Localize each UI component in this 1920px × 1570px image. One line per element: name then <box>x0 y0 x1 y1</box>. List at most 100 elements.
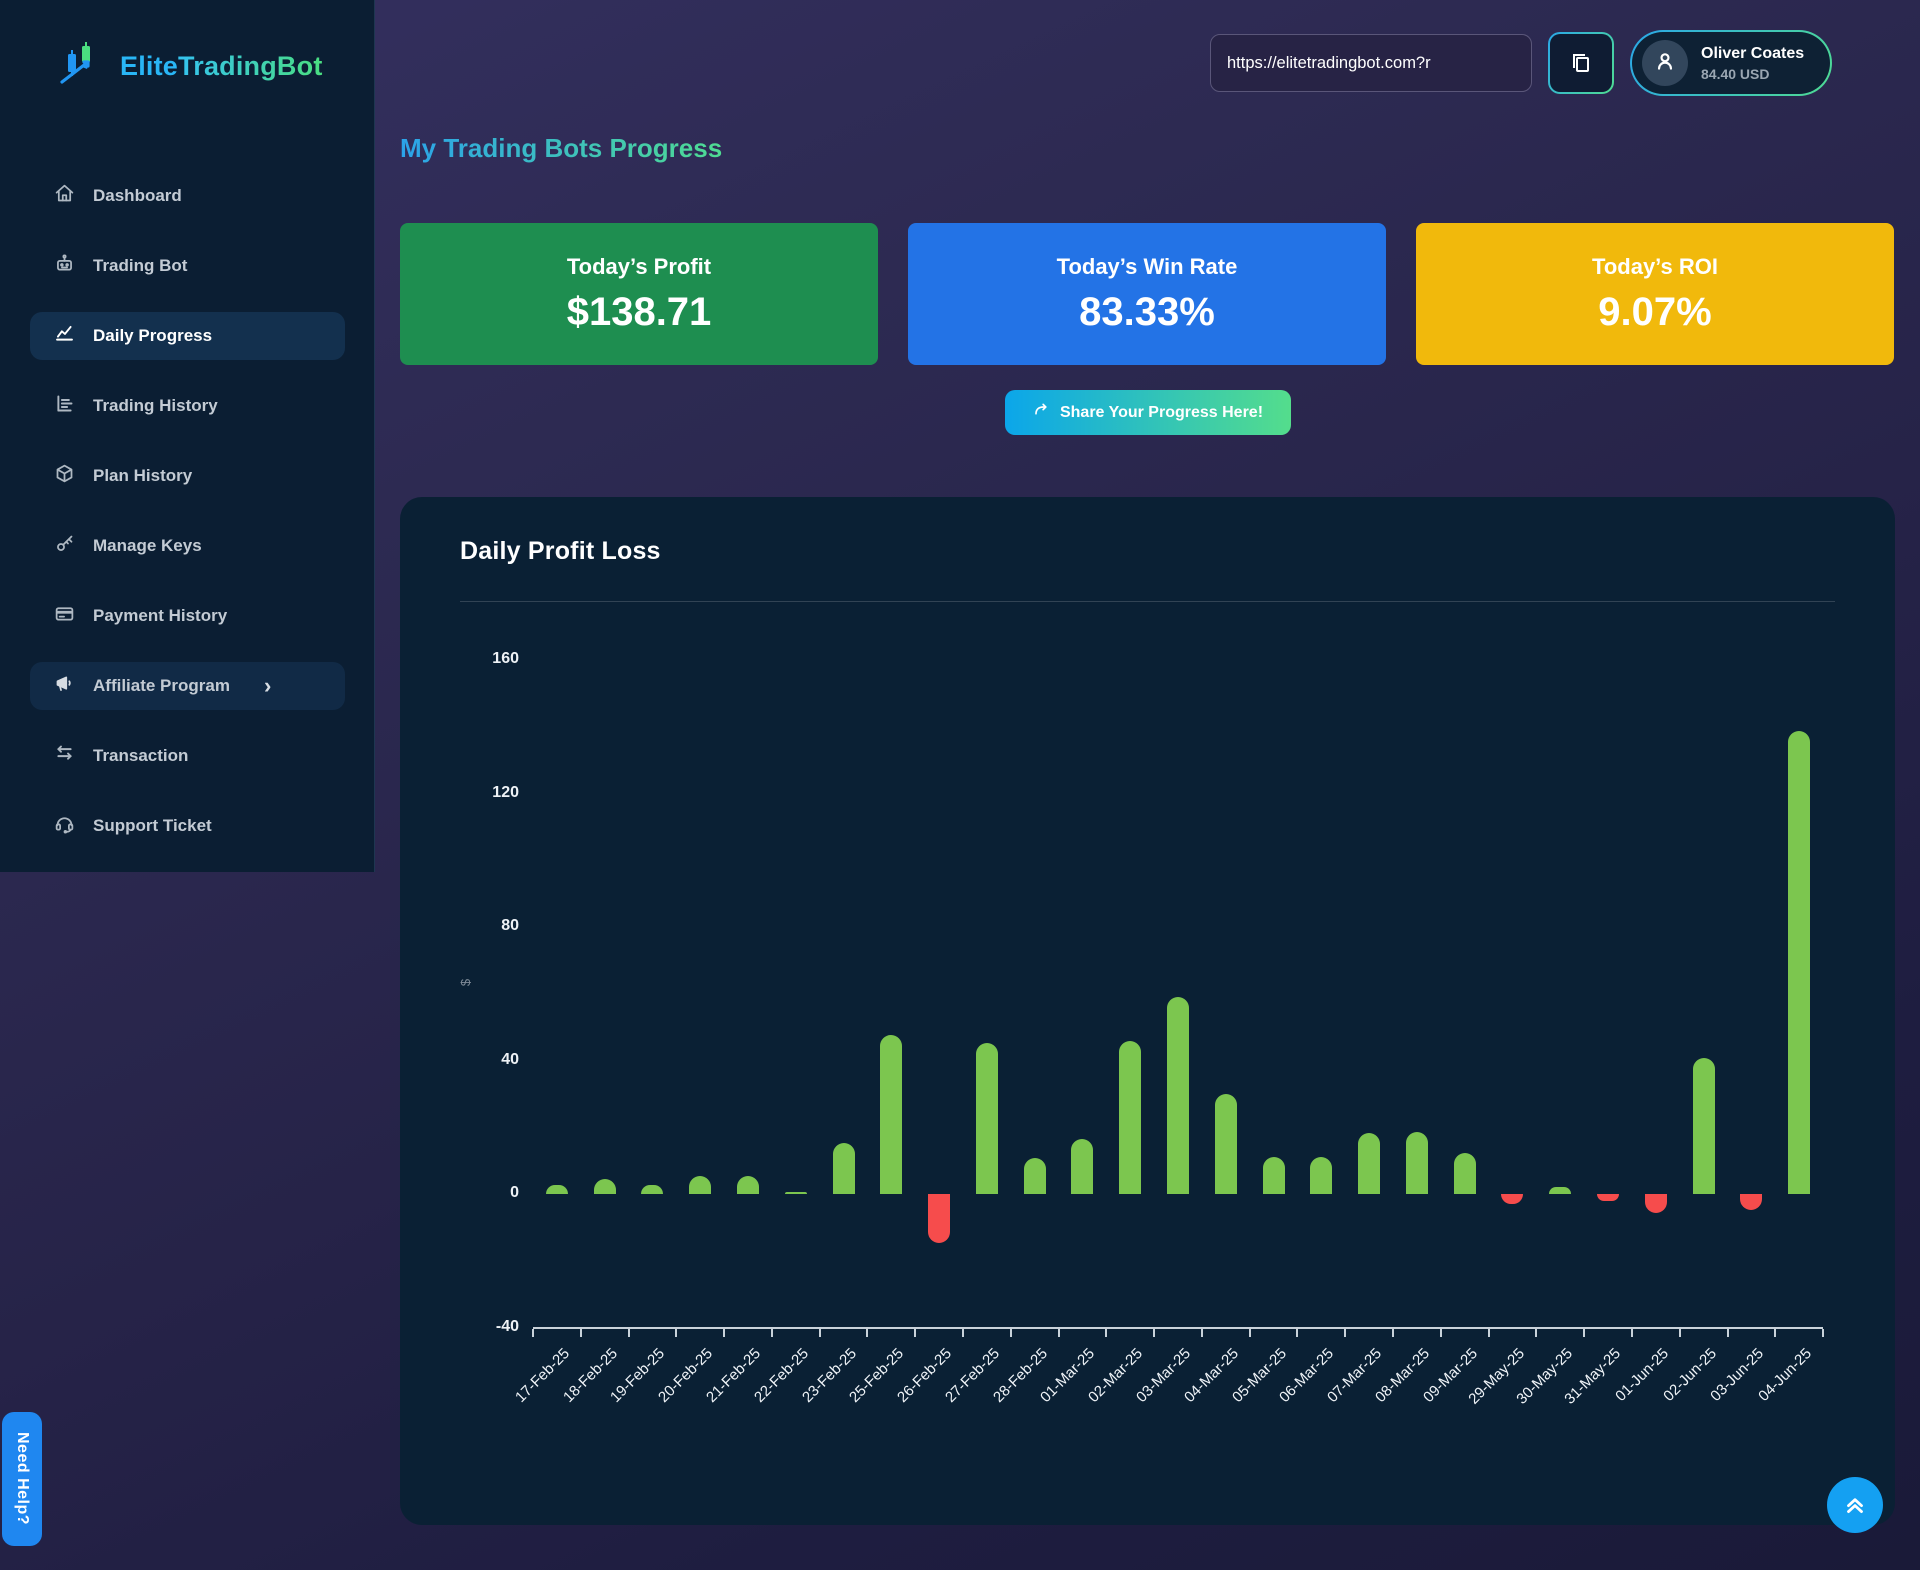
page-background: EliteTradingBot Dashboard Trading Bot Da… <box>0 0 1920 1570</box>
bar-08-Mar-25[interactable] <box>1406 1132 1428 1194</box>
need-help-button[interactable]: Need Help? <box>2 1412 42 1546</box>
bar-31-May-25[interactable] <box>1597 1194 1619 1201</box>
page-title: My Trading Bots Progress <box>400 133 722 164</box>
sidebar-item-dashboard[interactable]: Dashboard <box>30 172 345 220</box>
stat-card-todays-profit: Today’s Profit $138.71 <box>400 223 878 365</box>
megaphone-icon <box>54 673 75 699</box>
sidebar-item-label: Manage Keys <box>93 536 202 556</box>
stat-card-label: Today’s Profit <box>567 254 711 280</box>
y-axis-tick-label: 120 <box>449 784 519 802</box>
bar-03-Jun-25[interactable] <box>1740 1194 1762 1210</box>
bar-01-Mar-25[interactable] <box>1071 1139 1093 1194</box>
bar-27-Feb-25[interactable] <box>976 1043 998 1194</box>
bar-06-Mar-25[interactable] <box>1310 1157 1332 1194</box>
x-axis-tick <box>1344 1329 1346 1337</box>
bar-02-Jun-25[interactable] <box>1693 1058 1715 1194</box>
referral-url-input[interactable] <box>1210 34 1532 92</box>
share-icon <box>1033 401 1051 424</box>
sidebar-item-trading-bot[interactable]: Trading Bot <box>30 242 345 290</box>
sidebar-item-label: Trading History <box>93 396 218 416</box>
y-axis-tick-label: 80 <box>449 917 519 935</box>
bar-03-Mar-25[interactable] <box>1167 997 1189 1194</box>
user-icon <box>1652 48 1678 79</box>
bar-26-Feb-25[interactable] <box>928 1194 950 1243</box>
x-axis-tick <box>580 1329 582 1337</box>
scroll-to-top-button[interactable] <box>1827 1477 1883 1533</box>
sidebar-item-trading-history[interactable]: Trading History <box>30 382 345 430</box>
bar-28-Feb-25[interactable] <box>1024 1158 1046 1194</box>
user-balance: 84.40 USD <box>1701 66 1804 82</box>
sidebar-item-label: Daily Progress <box>93 326 212 346</box>
sidebar-item-label: Support Ticket <box>93 816 212 836</box>
sidebar-item-label: Dashboard <box>93 186 182 206</box>
brand-logo[interactable]: EliteTradingBot <box>58 38 323 95</box>
brand-name: EliteTradingBot <box>120 51 323 82</box>
user-name: Oliver Coates <box>1701 45 1804 63</box>
bar-01-Jun-25[interactable] <box>1645 1194 1667 1213</box>
bar-18-Feb-25[interactable] <box>594 1179 616 1194</box>
share-progress-label: Share Your Progress Here! <box>1060 404 1263 422</box>
sidebar-item-support-ticket[interactable]: Support Ticket <box>30 802 345 850</box>
line-chart-icon <box>54 323 75 349</box>
bar-09-Mar-25[interactable] <box>1454 1153 1476 1194</box>
bar-29-May-25[interactable] <box>1501 1194 1523 1204</box>
bar-19-Feb-25[interactable] <box>641 1185 663 1194</box>
headset-icon <box>54 813 75 839</box>
share-progress-button[interactable]: Share Your Progress Here! <box>1005 390 1291 435</box>
copy-url-button[interactable] <box>1548 32 1614 94</box>
bar-07-Mar-25[interactable] <box>1358 1133 1380 1194</box>
bar-25-Feb-25[interactable] <box>880 1035 902 1194</box>
bar-17-Feb-25[interactable] <box>546 1185 568 1194</box>
x-axis-tick <box>1727 1329 1729 1337</box>
double-chevron-up-icon <box>1842 1491 1868 1520</box>
daily-profit-loss-card: Daily Profit Loss $ 16012080400-4017-Feb… <box>400 497 1895 1525</box>
x-axis-tick <box>866 1329 868 1337</box>
sidebar-item-daily-progress[interactable]: Daily Progress <box>30 312 345 360</box>
sidebar-item-label: Plan History <box>93 466 192 486</box>
sidebar: EliteTradingBot Dashboard Trading Bot Da… <box>0 0 375 872</box>
bar-02-Mar-25[interactable] <box>1119 1041 1141 1194</box>
y-axis-tick-label: 0 <box>449 1184 519 1202</box>
x-axis-tick <box>1583 1329 1585 1337</box>
x-axis-tick <box>1249 1329 1251 1337</box>
x-axis-tick <box>1153 1329 1155 1337</box>
stat-card-value: 9.07% <box>1598 290 1711 335</box>
sidebar-item-plan-history[interactable]: Plan History <box>30 452 345 500</box>
x-axis-tick <box>1488 1329 1490 1337</box>
sidebar-item-payment-history[interactable]: Payment History <box>30 592 345 640</box>
bar-04-Jun-25[interactable] <box>1788 731 1810 1194</box>
bar-04-Mar-25[interactable] <box>1215 1094 1237 1194</box>
robot-icon <box>54 253 75 279</box>
sidebar-item-manage-keys[interactable]: Manage Keys <box>30 522 345 570</box>
x-axis-tick <box>1201 1329 1203 1337</box>
sidebar-item-label: Payment History <box>93 606 227 626</box>
stat-cards: Today’s Profit $138.71 Today’s Win Rate … <box>400 223 1894 365</box>
x-axis-tick <box>1679 1329 1681 1337</box>
x-axis-tick <box>1392 1329 1394 1337</box>
x-axis-tick <box>675 1329 677 1337</box>
bar-22-Feb-25[interactable] <box>785 1192 807 1194</box>
bar-chart-plot: 16012080400-4017-Feb-2518-Feb-2519-Feb-2… <box>400 497 1895 1525</box>
bar-21-Feb-25[interactable] <box>737 1176 759 1194</box>
sidebar-item-transaction[interactable]: Transaction <box>30 732 345 780</box>
transfer-icon <box>54 743 75 769</box>
x-axis-tick <box>1296 1329 1298 1337</box>
x-axis-tick <box>1822 1329 1824 1337</box>
copy-icon <box>1569 50 1593 77</box>
x-axis-tick <box>628 1329 630 1337</box>
chevron-right-icon: › <box>264 675 271 697</box>
bar-30-May-25[interactable] <box>1549 1187 1571 1194</box>
sidebar-nav: Dashboard Trading Bot Daily Progress Tra… <box>0 172 375 850</box>
bar-05-Mar-25[interactable] <box>1263 1157 1285 1194</box>
user-profile-button[interactable]: Oliver Coates 84.40 USD <box>1630 30 1832 96</box>
home-icon <box>54 183 75 209</box>
sidebar-item-affiliate-program[interactable]: Affiliate Program › <box>30 662 345 710</box>
bar-23-Feb-25[interactable] <box>833 1143 855 1194</box>
stat-card-value: $138.71 <box>567 290 712 335</box>
x-axis-tick <box>771 1329 773 1337</box>
bar-chart-icon <box>54 393 75 419</box>
x-axis-tick <box>1535 1329 1537 1337</box>
x-axis-tick <box>532 1329 534 1337</box>
stat-card-todays-roi: Today’s ROI 9.07% <box>1416 223 1894 365</box>
bar-20-Feb-25[interactable] <box>689 1176 711 1194</box>
